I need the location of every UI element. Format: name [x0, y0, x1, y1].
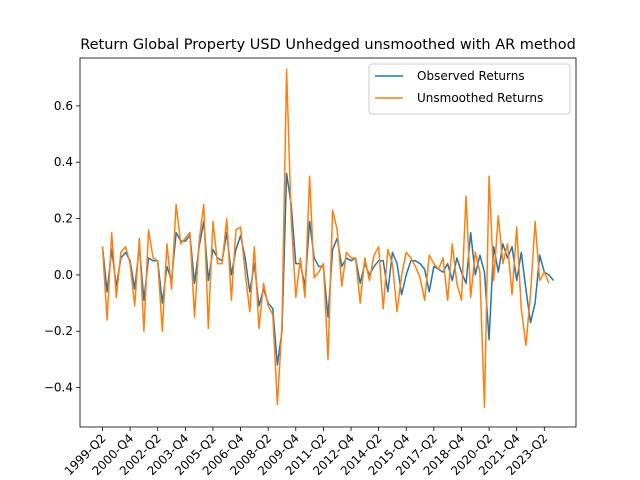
y-axis: −0.4 −0.2 0.0 0.2 0.4 0.6 [44, 99, 80, 395]
y-tick-label: 0.4 [54, 155, 73, 169]
x-axis: 1999-Q22000-Q42002-Q22003-Q42005-Q22006-… [62, 427, 550, 478]
y-tick-label: −0.4 [44, 381, 73, 395]
y-tick-label: 0.0 [54, 268, 73, 282]
legend: Observed Returns Unsmoothed Returns [368, 63, 571, 115]
y-tick-label: −0.2 [44, 324, 73, 338]
plot-frame [79, 57, 577, 428]
unsmoothed-returns-line [101, 68, 550, 409]
legend-label-unsmoothed: Unsmoothed Returns [417, 91, 543, 105]
y-tick-label: 0.6 [54, 99, 73, 113]
chart-title: Return Global Property USD Unhedged unsm… [80, 37, 576, 53]
series-layer [101, 68, 555, 409]
y-tick-label: 0.2 [54, 212, 73, 226]
legend-label-observed: Observed Returns [417, 69, 525, 83]
legend-box [368, 63, 571, 115]
observed-returns-line [101, 172, 555, 366]
